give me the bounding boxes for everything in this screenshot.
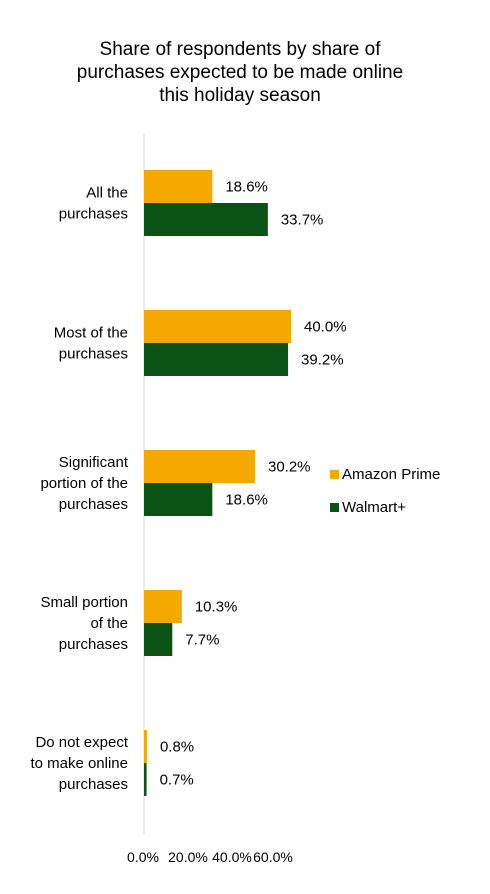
legend-label: Walmart+ — [342, 499, 406, 516]
x-tick-label: 60.0% — [253, 849, 293, 865]
legend-swatch — [330, 503, 339, 512]
chart-title-line: purchases expected to be made online — [76, 62, 404, 83]
bar-walmart- — [144, 763, 147, 796]
data-label: 33.7% — [281, 212, 324, 229]
category-label: All the purchases — [59, 185, 128, 223]
bar-walmart- — [144, 203, 268, 236]
bar-walmart- — [144, 623, 173, 656]
data-label: 30.2% — [268, 459, 311, 476]
chart-title: Share of respondents by share of purchas… — [40, 38, 440, 107]
chart-title-line: Share of respondents by share of — [99, 39, 381, 60]
data-label: 39.2% — [301, 352, 344, 369]
data-label: 7.7% — [185, 632, 219, 649]
data-label: 18.6% — [225, 179, 268, 196]
legend-swatch — [330, 470, 339, 479]
x-tick-label: 0.0% — [127, 849, 159, 865]
bar-walmart- — [144, 483, 213, 516]
chart-title-line: this holiday season — [159, 85, 321, 106]
bar-amazon-prime — [144, 590, 182, 623]
x-tick-label: 20.0% — [168, 849, 208, 865]
data-label: 10.3% — [195, 599, 238, 616]
data-label: 40.0% — [304, 319, 347, 336]
data-label: 18.6% — [225, 492, 268, 509]
bar-amazon-prime — [144, 450, 255, 483]
bar-amazon-prime — [144, 310, 291, 343]
category-label: Significant portion of the purchases — [40, 454, 128, 513]
category-label: Small portion of the purchases — [40, 594, 128, 653]
bar-walmart- — [144, 343, 289, 376]
bar-amazon-prime — [144, 170, 213, 203]
legend-label: Amazon Prime — [342, 466, 440, 483]
bar-amazon-prime — [144, 730, 147, 763]
x-tick-label: 40.0% — [212, 849, 252, 865]
data-label: 0.7% — [160, 772, 194, 789]
category-label: Most of the purchases — [54, 325, 128, 363]
data-label: 0.8% — [160, 739, 194, 756]
category-label: Do not expect to make online purchases — [30, 734, 128, 793]
